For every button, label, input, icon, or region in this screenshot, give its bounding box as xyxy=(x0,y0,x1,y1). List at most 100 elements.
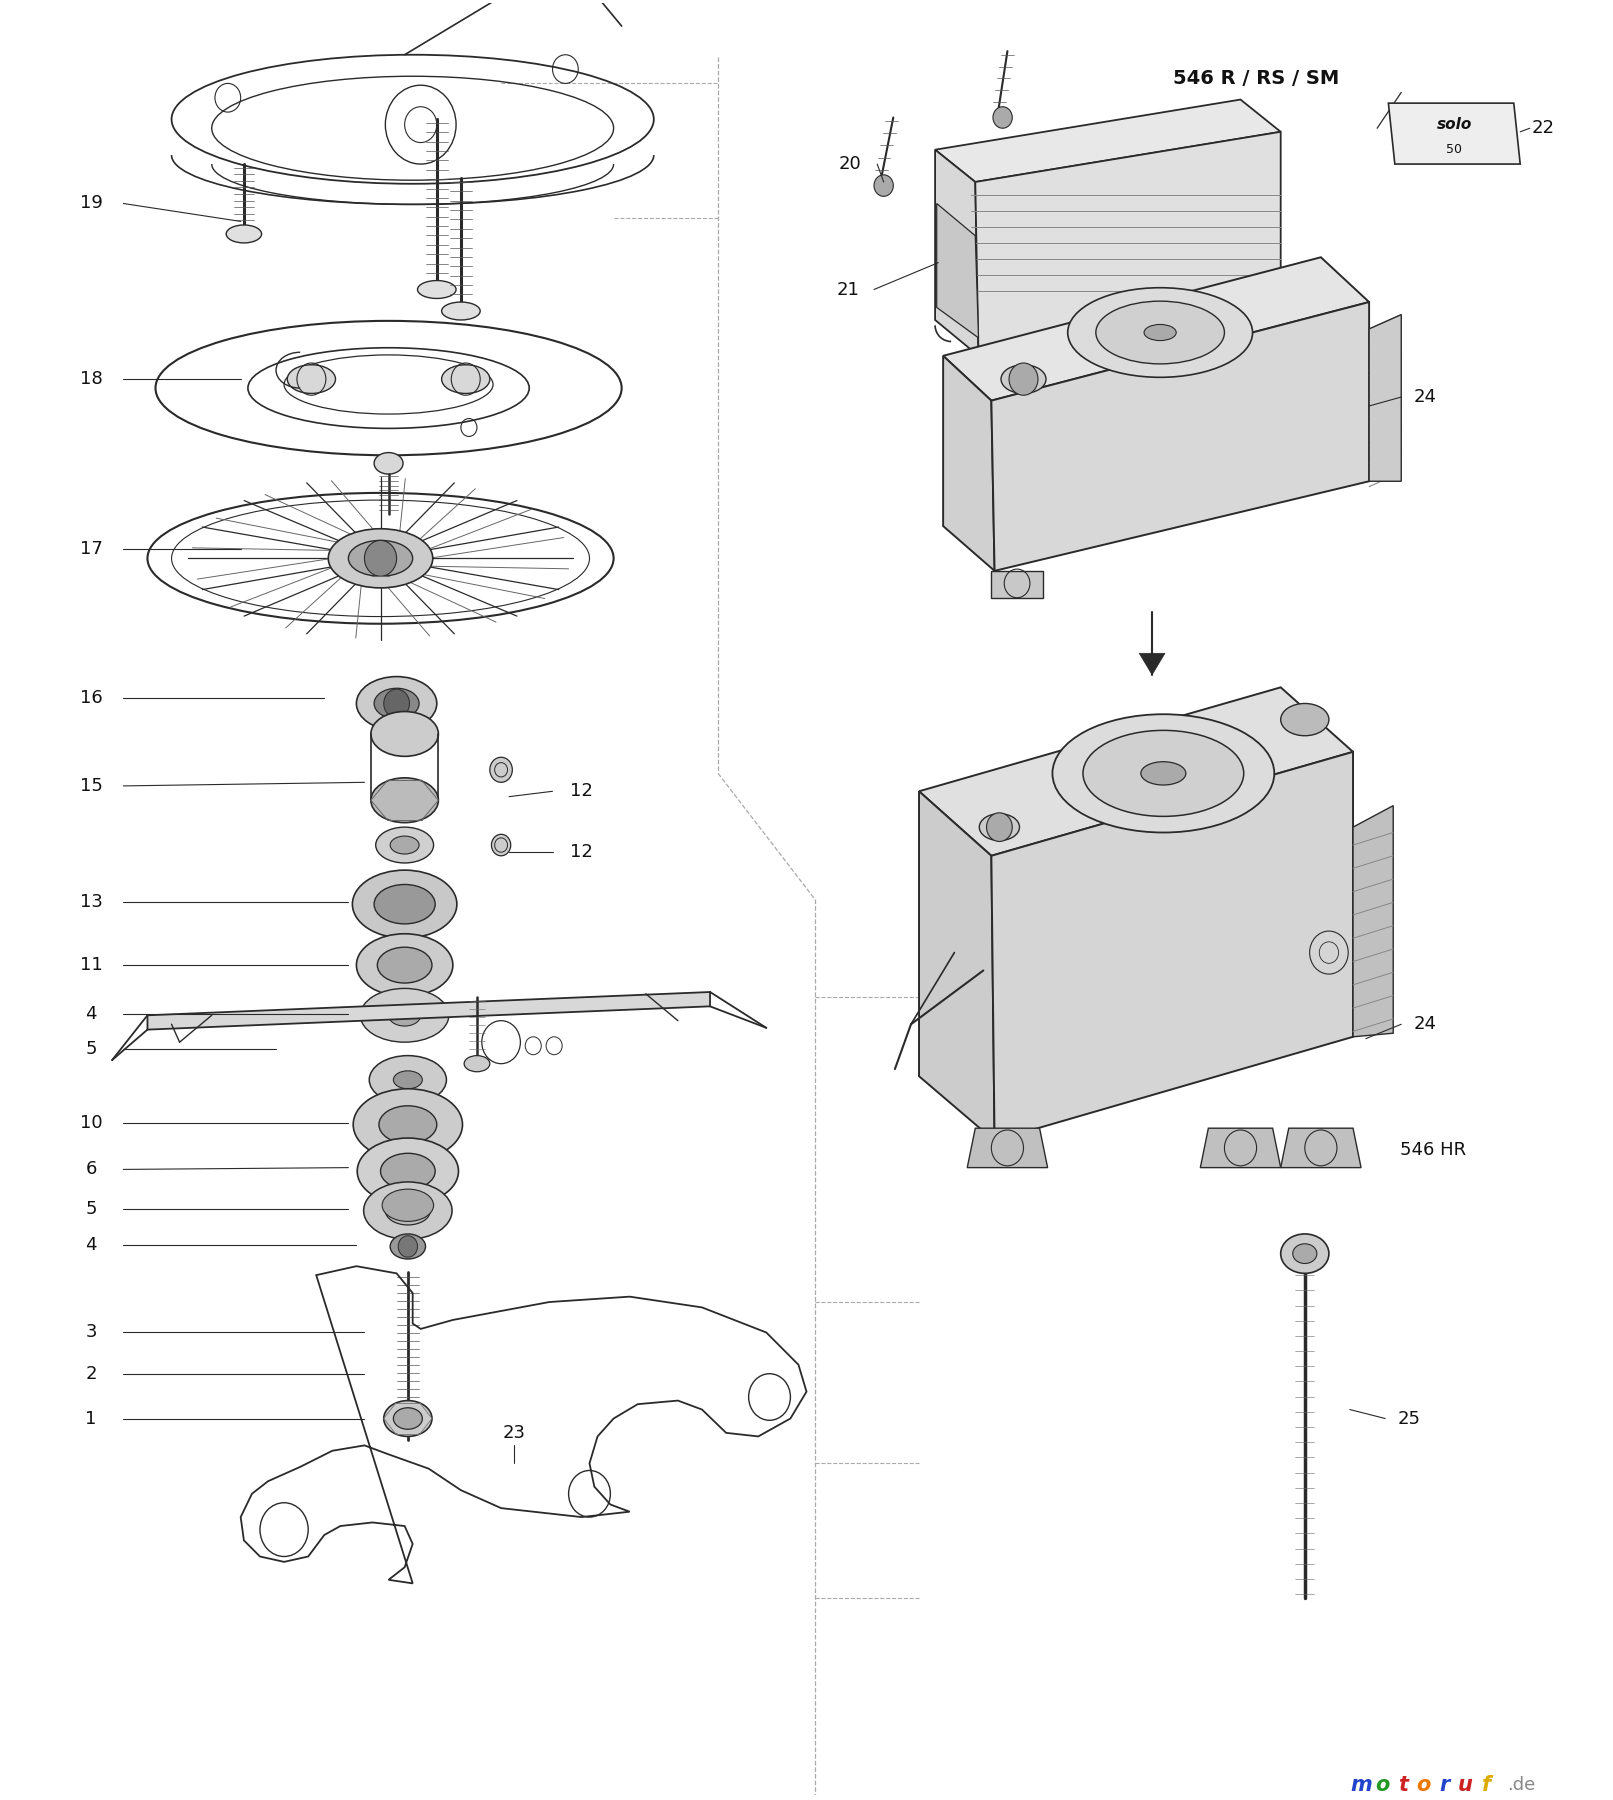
Text: solo: solo xyxy=(1437,117,1473,131)
Ellipse shape xyxy=(386,1197,431,1226)
Polygon shape xyxy=(936,99,1281,182)
Ellipse shape xyxy=(394,1071,423,1089)
Text: 11: 11 xyxy=(79,956,103,974)
Circle shape xyxy=(384,689,410,718)
Polygon shape xyxy=(919,688,1353,855)
Text: m: m xyxy=(1350,1775,1373,1795)
Text: 18: 18 xyxy=(79,371,103,389)
Text: 23: 23 xyxy=(502,1424,526,1442)
Ellipse shape xyxy=(1140,761,1186,785)
Polygon shape xyxy=(1200,1129,1281,1168)
Text: 10: 10 xyxy=(81,1114,103,1132)
Ellipse shape xyxy=(390,835,419,853)
Ellipse shape xyxy=(374,884,436,923)
Polygon shape xyxy=(992,302,1369,571)
Ellipse shape xyxy=(394,1408,423,1429)
Text: 19: 19 xyxy=(79,194,103,212)
Text: 24: 24 xyxy=(1415,1015,1437,1033)
Ellipse shape xyxy=(490,758,513,783)
Ellipse shape xyxy=(384,1400,432,1436)
Ellipse shape xyxy=(442,365,490,394)
Ellipse shape xyxy=(465,1055,490,1071)
Polygon shape xyxy=(1353,806,1394,1037)
Ellipse shape xyxy=(1052,715,1274,833)
Polygon shape xyxy=(937,203,979,338)
Polygon shape xyxy=(1369,315,1402,481)
Polygon shape xyxy=(1139,653,1165,675)
Text: u: u xyxy=(1458,1775,1473,1795)
Circle shape xyxy=(874,175,894,196)
Ellipse shape xyxy=(1068,288,1253,378)
Text: 546 R / RS / SM: 546 R / RS / SM xyxy=(1174,68,1340,88)
Text: 20: 20 xyxy=(839,155,861,173)
Text: 50: 50 xyxy=(1447,144,1463,157)
Polygon shape xyxy=(1389,103,1519,164)
Text: 12: 12 xyxy=(569,842,594,860)
Text: o: o xyxy=(1374,1775,1389,1795)
Polygon shape xyxy=(944,257,1369,401)
Text: 5: 5 xyxy=(85,1040,97,1058)
Text: 22: 22 xyxy=(1531,119,1555,137)
Polygon shape xyxy=(944,356,995,571)
Ellipse shape xyxy=(363,1183,452,1240)
Circle shape xyxy=(994,106,1013,128)
Text: 17: 17 xyxy=(79,540,103,558)
Ellipse shape xyxy=(371,778,439,823)
Circle shape xyxy=(398,1237,418,1256)
Ellipse shape xyxy=(492,833,511,855)
Ellipse shape xyxy=(356,677,437,731)
Ellipse shape xyxy=(352,869,456,938)
Text: 4: 4 xyxy=(85,1004,97,1022)
Ellipse shape xyxy=(1095,301,1224,364)
Text: 2: 2 xyxy=(85,1364,97,1382)
Ellipse shape xyxy=(381,1154,436,1190)
Ellipse shape xyxy=(1292,1244,1316,1264)
Ellipse shape xyxy=(226,225,261,243)
Text: r: r xyxy=(1439,1775,1450,1795)
Ellipse shape xyxy=(353,1089,463,1161)
Text: 21: 21 xyxy=(837,281,860,299)
Ellipse shape xyxy=(356,934,453,997)
Circle shape xyxy=(1010,364,1039,396)
Ellipse shape xyxy=(1281,704,1329,736)
Text: 1: 1 xyxy=(85,1409,97,1427)
Text: 24: 24 xyxy=(1415,389,1437,407)
Text: 25: 25 xyxy=(1398,1409,1421,1427)
Ellipse shape xyxy=(1082,731,1244,817)
Text: 4: 4 xyxy=(85,1235,97,1253)
Text: 15: 15 xyxy=(79,778,103,796)
Polygon shape xyxy=(992,752,1353,1141)
Ellipse shape xyxy=(382,1190,434,1222)
Text: 6: 6 xyxy=(85,1161,97,1179)
Ellipse shape xyxy=(374,452,403,473)
Ellipse shape xyxy=(287,365,336,394)
Ellipse shape xyxy=(371,711,439,756)
Text: 5: 5 xyxy=(85,1201,97,1219)
Ellipse shape xyxy=(379,1105,437,1143)
Ellipse shape xyxy=(329,529,432,589)
Text: 16: 16 xyxy=(79,689,103,707)
Polygon shape xyxy=(936,149,979,356)
Polygon shape xyxy=(147,992,710,1030)
Polygon shape xyxy=(1281,1129,1361,1168)
Ellipse shape xyxy=(374,688,419,718)
Ellipse shape xyxy=(979,814,1019,841)
Text: o: o xyxy=(1416,1775,1431,1795)
Text: f: f xyxy=(1482,1775,1490,1795)
Text: 3: 3 xyxy=(85,1323,97,1341)
Ellipse shape xyxy=(369,1055,447,1103)
Ellipse shape xyxy=(356,1138,458,1204)
Ellipse shape xyxy=(1281,1235,1329,1273)
Circle shape xyxy=(365,540,397,576)
Ellipse shape xyxy=(418,281,456,299)
Text: 12: 12 xyxy=(569,783,594,801)
Ellipse shape xyxy=(348,540,413,576)
Ellipse shape xyxy=(360,988,448,1042)
Ellipse shape xyxy=(390,1235,426,1258)
Ellipse shape xyxy=(1144,324,1176,340)
Text: 546 HR: 546 HR xyxy=(1400,1141,1466,1159)
Ellipse shape xyxy=(389,1004,421,1026)
Polygon shape xyxy=(968,1129,1047,1168)
Text: 13: 13 xyxy=(79,893,103,911)
Text: t: t xyxy=(1398,1775,1408,1795)
